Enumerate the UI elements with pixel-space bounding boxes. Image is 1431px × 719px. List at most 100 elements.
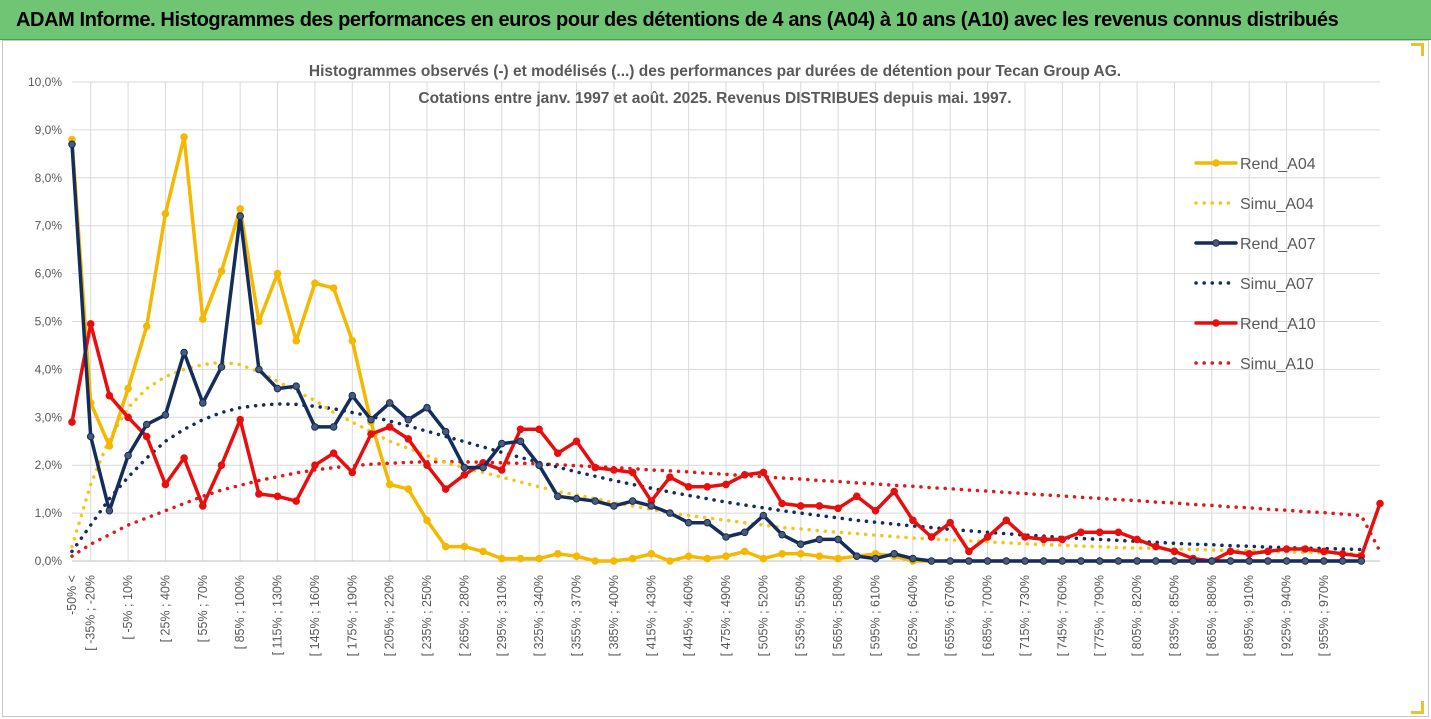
data-point-rend_a10[interactable] [554, 449, 562, 458]
data-point-rend_a10[interactable] [441, 485, 450, 493]
data-point-rend_a07[interactable] [161, 411, 170, 419]
data-point-rend_a07[interactable] [479, 463, 487, 472]
data-point-rend_a10[interactable] [759, 468, 768, 477]
data-point-rend_a04[interactable] [684, 552, 693, 561]
data-point-rend_a04[interactable] [124, 384, 132, 393]
data-point-rend_a07[interactable] [105, 506, 114, 515]
data-point-rend_a07[interactable] [1114, 557, 1123, 565]
data-point-rend_a10[interactable] [68, 418, 76, 426]
data-point-rend_a10[interactable] [142, 432, 151, 441]
data-point-rend_a07[interactable] [1077, 557, 1085, 565]
data-point-rend_a10[interactable] [1301, 545, 1310, 553]
data-point-rend_a07[interactable] [890, 550, 899, 558]
data-point-rend_a10[interactable] [236, 415, 244, 424]
data-point-rend_a07[interactable] [516, 437, 525, 446]
data-point-rend_a04[interactable] [628, 554, 637, 563]
data-point-rend_a07[interactable] [647, 502, 656, 510]
data-point-rend_a07[interactable] [1002, 557, 1011, 565]
data-point-rend_a10[interactable] [161, 480, 170, 489]
selection-handle-bottom-right[interactable] [1411, 701, 1424, 714]
data-point-rend_a07[interactable] [273, 384, 282, 393]
data-point-rend_a10[interactable] [853, 492, 861, 501]
data-point-rend_a10[interactable] [1376, 499, 1384, 508]
data-point-rend_a10[interactable] [628, 468, 637, 477]
data-point-rend_a04[interactable] [591, 557, 600, 565]
data-point-rend_a04[interactable] [161, 209, 170, 218]
data-point-rend_a10[interactable] [740, 471, 749, 479]
data-point-rend_a07[interactable] [909, 554, 917, 563]
data-point-rend_a10[interactable] [199, 502, 207, 510]
data-point-rend_a04[interactable] [142, 322, 151, 331]
data-point-rend_a10[interactable] [1114, 528, 1123, 537]
data-point-rend_a10[interactable] [983, 533, 992, 541]
data-point-rend_a07[interactable] [1170, 557, 1179, 565]
data-point-rend_a04[interactable] [647, 550, 656, 558]
data-point-rend_a07[interactable] [385, 399, 394, 407]
data-point-rend_a07[interactable] [199, 399, 207, 407]
data-point-rend_a07[interactable] [1245, 557, 1253, 565]
data-point-rend_a10[interactable] [871, 506, 880, 515]
data-point-rend_a10[interactable] [1039, 535, 1048, 544]
data-point-rend_a04[interactable] [498, 554, 506, 563]
data-point-rend_a07[interactable] [348, 391, 357, 400]
data-point-rend_a10[interactable] [1002, 516, 1011, 525]
data-point-rend_a10[interactable] [498, 466, 506, 474]
data-point-rend_a07[interactable] [834, 535, 842, 544]
data-point-rend_a04[interactable] [535, 554, 543, 563]
data-point-rend_a10[interactable] [1282, 545, 1291, 553]
data-point-rend_a07[interactable] [329, 423, 338, 431]
data-point-rend_a10[interactable] [311, 461, 319, 470]
data-point-rend_a04[interactable] [815, 552, 824, 561]
data-point-rend_a10[interactable] [1058, 535, 1067, 544]
data-point-rend_a04[interactable] [666, 557, 674, 565]
data-point-rend_a07[interactable] [367, 415, 375, 424]
data-point-rend_a07[interactable] [591, 497, 600, 505]
series-line-simu_a04[interactable] [70, 360, 1364, 556]
data-point-rend_a07[interactable] [1226, 557, 1235, 565]
data-point-rend_a10[interactable] [909, 516, 917, 525]
data-point-rend_a10[interactable] [927, 533, 936, 541]
data-point-rend_a04[interactable] [423, 516, 431, 525]
data-point-rend_a07[interactable] [236, 212, 244, 220]
data-point-rend_a07[interactable] [1152, 557, 1160, 565]
data-point-rend_a10[interactable] [180, 454, 188, 462]
data-point-rend_a07[interactable] [759, 511, 768, 520]
data-point-rend_a04[interactable] [834, 554, 842, 563]
data-point-rend_a07[interactable] [292, 382, 301, 391]
data-point-rend_a07[interactable] [572, 494, 581, 503]
data-point-rend_a07[interactable] [68, 140, 76, 149]
data-point-rend_a07[interactable] [778, 530, 786, 539]
data-point-rend_a10[interactable] [329, 449, 338, 458]
data-point-rend_a10[interactable] [591, 463, 600, 472]
data-point-rend_a07[interactable] [535, 461, 543, 470]
data-point-rend_a04[interactable] [348, 336, 357, 345]
series-line-rend_a07[interactable] [70, 142, 1364, 563]
data-point-rend_a07[interactable] [124, 451, 132, 460]
data-point-rend_a07[interactable] [311, 423, 319, 431]
data-point-rend_a10[interactable] [965, 547, 973, 556]
data-point-rend_a04[interactable] [217, 267, 226, 276]
data-point-rend_a04[interactable] [255, 317, 263, 326]
data-point-rend_a10[interactable] [367, 430, 375, 438]
data-point-rend_a10[interactable] [404, 435, 413, 443]
data-point-rend_a10[interactable] [385, 423, 394, 431]
data-point-rend_a07[interactable] [628, 497, 637, 505]
data-point-rend_a10[interactable] [348, 468, 357, 477]
data-point-rend_a07[interactable] [441, 427, 450, 436]
data-point-rend_a04[interactable] [329, 284, 338, 292]
data-point-rend_a10[interactable] [124, 413, 132, 422]
data-point-rend_a10[interactable] [1320, 547, 1328, 556]
data-point-rend_a10[interactable] [722, 480, 730, 489]
data-point-rend_a10[interactable] [273, 492, 282, 501]
data-point-rend_a04[interactable] [610, 557, 618, 565]
data-point-rend_a10[interactable] [890, 487, 899, 496]
data-point-rend_a10[interactable] [815, 502, 824, 510]
data-point-rend_a10[interactable] [684, 483, 693, 491]
data-point-rend_a10[interactable] [666, 473, 674, 482]
data-point-rend_a04[interactable] [554, 550, 562, 558]
data-point-rend_a04[interactable] [479, 547, 487, 556]
data-point-rend_a04[interactable] [796, 550, 805, 558]
data-point-rend_a04[interactable] [572, 552, 581, 561]
data-point-rend_a07[interactable] [1282, 557, 1291, 565]
data-point-rend_a07[interactable] [498, 439, 506, 448]
